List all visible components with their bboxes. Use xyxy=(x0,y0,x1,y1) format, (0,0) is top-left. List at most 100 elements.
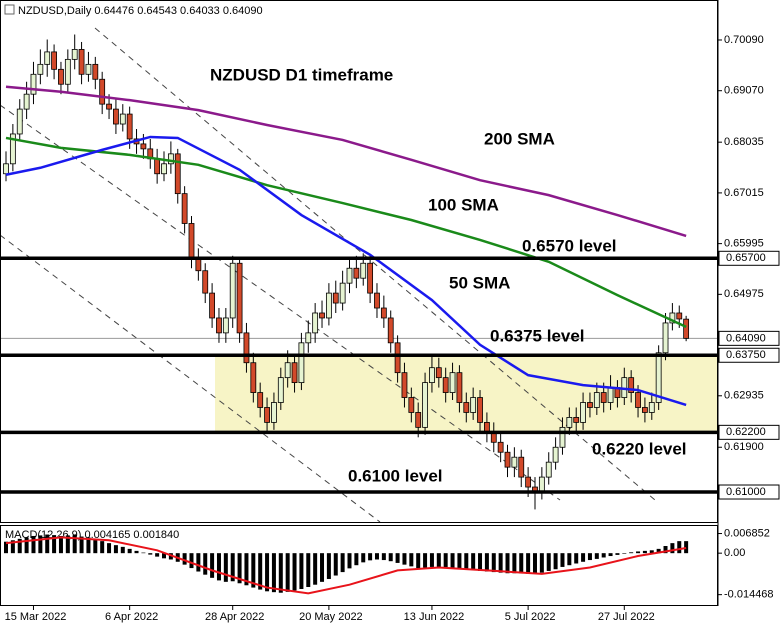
last-price-box xyxy=(718,330,780,346)
macd-bar xyxy=(100,541,105,554)
candle-body xyxy=(181,193,188,224)
candle-body xyxy=(188,223,195,259)
sma-line xyxy=(5,135,687,407)
macd-bar xyxy=(313,553,318,585)
x-tick-label: 27 Jul 2022 xyxy=(598,611,655,623)
macd-bar xyxy=(532,553,537,574)
trend-line xyxy=(0,104,561,501)
macd-bar xyxy=(93,538,98,554)
sma-label: 50 SMA xyxy=(449,273,510,292)
y-tick-label: 0.67015 xyxy=(724,187,764,199)
macd-bar xyxy=(52,535,57,554)
candle-body xyxy=(648,402,655,413)
candle-body xyxy=(222,317,229,334)
candle-body xyxy=(71,49,78,60)
candle-body xyxy=(401,372,408,398)
candle-body xyxy=(44,51,51,65)
macd-y-tick-label: 0.006852 xyxy=(724,527,770,539)
candle-body xyxy=(339,282,346,304)
candle-body xyxy=(51,51,57,70)
candle-body xyxy=(435,367,442,379)
macd-bar xyxy=(464,553,469,570)
level-annotation: 0.6375 level xyxy=(490,326,585,345)
candle-body xyxy=(669,312,676,324)
macd-bar xyxy=(512,553,517,574)
candle-body xyxy=(284,362,291,379)
macd-bar xyxy=(113,545,118,554)
macd-bar xyxy=(684,541,689,554)
candle-body xyxy=(408,397,415,413)
y-tick-label: 0.65995 xyxy=(724,238,764,250)
macd-bar xyxy=(230,553,235,582)
macd-bar xyxy=(24,537,29,554)
macd-bar xyxy=(216,553,221,581)
candle-body xyxy=(319,312,325,319)
candle-body xyxy=(209,292,216,319)
macd-bar xyxy=(484,553,489,572)
candle-body xyxy=(92,63,99,80)
candle-body xyxy=(642,407,648,413)
macd-bar xyxy=(491,553,496,573)
macd-bar xyxy=(347,553,352,569)
candle-body xyxy=(559,426,566,448)
macd-bar xyxy=(368,553,373,561)
candle-body xyxy=(394,342,401,374)
candle-body xyxy=(64,58,71,85)
macd-bar xyxy=(320,553,325,582)
y-tick-label: 0.70090 xyxy=(724,34,764,46)
macd-bar xyxy=(299,553,304,590)
macd-bar xyxy=(79,536,84,554)
candle-body xyxy=(511,456,518,468)
macd-bar xyxy=(4,541,8,554)
level-price-label: 0.61000 xyxy=(726,486,766,498)
candle-body xyxy=(113,108,119,125)
level-annotation: 0.6100 level xyxy=(348,466,443,485)
macd-bar xyxy=(505,553,510,574)
candle-body xyxy=(429,367,435,384)
x-tick-label: 5 Jul 2022 xyxy=(505,611,556,623)
candle-body xyxy=(216,317,222,334)
x-tick-label: 13 Jun 2022 xyxy=(404,611,465,623)
candle-body xyxy=(456,372,463,403)
macd-bar xyxy=(539,553,544,573)
last-price-label: 0.64090 xyxy=(726,332,766,344)
candle-body xyxy=(380,307,387,319)
macd-bar xyxy=(581,553,586,562)
candle-body xyxy=(497,441,504,453)
macd-bar xyxy=(31,535,36,554)
y-tick-label: 0.68035 xyxy=(724,136,764,148)
macd-bar xyxy=(409,553,414,567)
y-tick-label: 0.64975 xyxy=(724,288,764,300)
candle-body xyxy=(662,322,669,354)
candle-body xyxy=(195,257,202,272)
candle-body xyxy=(360,262,367,279)
macd-bar xyxy=(196,553,201,572)
macd-bar xyxy=(429,553,434,567)
macd-bar xyxy=(134,550,139,554)
level-price-label: 0.62200 xyxy=(726,426,766,438)
macd-bar xyxy=(189,553,194,569)
sma-label: 200 SMA xyxy=(484,129,555,148)
candle-body xyxy=(167,153,174,165)
candle-body xyxy=(538,476,545,493)
macd-bar xyxy=(333,553,338,576)
level-box xyxy=(718,484,780,500)
trend-line xyxy=(94,27,656,501)
macd-bar xyxy=(478,553,483,571)
candle-body xyxy=(119,113,126,125)
header-icon xyxy=(4,4,15,15)
macd-bar xyxy=(72,534,77,554)
candle-body xyxy=(202,270,209,294)
macd-bar xyxy=(237,553,242,584)
macd-bar xyxy=(65,535,70,554)
x-tick-label: 15 Mar 2022 xyxy=(5,611,67,623)
macd-bar xyxy=(251,553,256,588)
macd-bar xyxy=(677,541,682,554)
candle-body xyxy=(30,73,37,95)
candle-body xyxy=(580,402,586,423)
level-price-label: 0.63750 xyxy=(726,349,766,361)
candle-body xyxy=(655,352,662,403)
macd-bar xyxy=(271,553,276,593)
macd-bar xyxy=(642,550,647,554)
